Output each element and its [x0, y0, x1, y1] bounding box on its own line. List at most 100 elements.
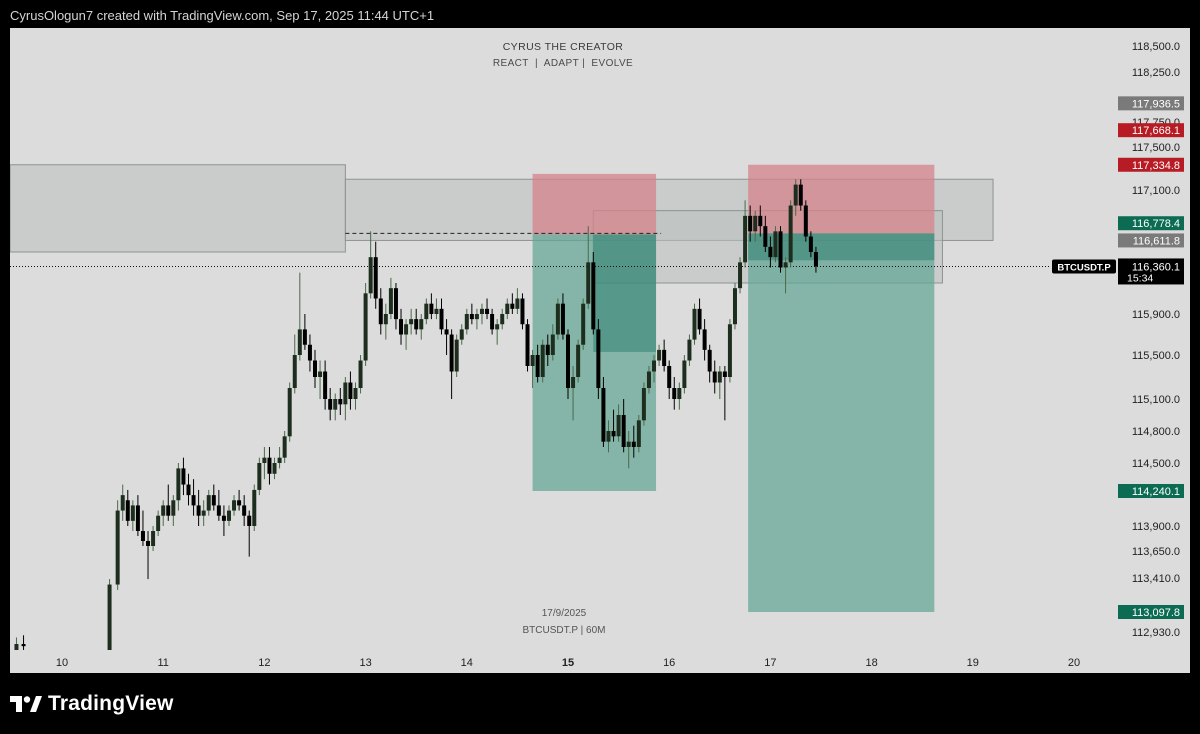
- candle: [748, 205, 753, 242]
- candle-body: [813, 252, 818, 267]
- candle-body: [211, 495, 216, 506]
- candle: [237, 489, 242, 511]
- candle-body: [181, 468, 186, 485]
- candle: [201, 500, 206, 526]
- candle-body: [626, 441, 631, 447]
- candle: [753, 210, 758, 242]
- y-tick-label: 114,800.0: [1132, 426, 1180, 438]
- candle-body: [115, 510, 120, 585]
- candle: [763, 215, 768, 252]
- candle-body: [621, 415, 626, 447]
- candle-body: [166, 505, 171, 516]
- candle-body: [363, 293, 368, 361]
- candle-body: [474, 314, 479, 320]
- candle: [682, 355, 687, 394]
- candle-body: [186, 484, 191, 496]
- candle-body: [464, 314, 469, 330]
- candle-body: [454, 339, 459, 372]
- candle-body: [292, 355, 297, 388]
- candle: [712, 360, 717, 394]
- candle-body: [429, 303, 434, 314]
- candle: [429, 293, 434, 320]
- candle-body: [328, 399, 333, 410]
- supply-zone-left: [10, 164, 346, 253]
- candle-body: [323, 371, 328, 399]
- candle-body: [191, 495, 196, 506]
- price-tag-label: 116,778.4: [1132, 218, 1180, 230]
- candle-body: [201, 510, 206, 516]
- candle: [495, 319, 500, 345]
- candle: [146, 531, 151, 580]
- candle-body: [439, 308, 444, 330]
- candle-body: [732, 288, 737, 325]
- candle: [469, 303, 474, 325]
- candle-body: [156, 515, 161, 531]
- candle: [581, 298, 586, 350]
- candle-body: [277, 457, 282, 463]
- candle-body: [232, 500, 237, 511]
- candle: [474, 308, 479, 330]
- candle: [576, 339, 581, 383]
- candle: [247, 510, 252, 557]
- y-tick-label: 118,250.0: [1132, 67, 1180, 79]
- candle: [657, 344, 662, 366]
- candle-body: [631, 441, 636, 447]
- candle-body: [358, 360, 363, 388]
- current-price-label: 116,360.1: [1132, 261, 1180, 273]
- candle-body: [798, 184, 803, 206]
- candle-body: [550, 334, 555, 355]
- candle-body: [404, 324, 409, 335]
- candle: [758, 205, 763, 237]
- candle-body: [555, 303, 560, 335]
- candle-body: [641, 388, 646, 421]
- candle-body: [399, 319, 404, 335]
- candle: [773, 226, 778, 263]
- y-tick-label: 113,900.0: [1132, 521, 1180, 533]
- candle-body: [793, 184, 798, 206]
- candle: [130, 500, 135, 531]
- candle-body: [434, 308, 439, 314]
- candle-body: [242, 505, 247, 516]
- candle-body: [262, 457, 267, 463]
- candle: [216, 489, 221, 521]
- candle: [444, 319, 449, 355]
- candle: [226, 505, 231, 526]
- price-tag-bg: [1118, 157, 1184, 172]
- candle: [307, 334, 312, 372]
- candle-body: [763, 226, 768, 247]
- y-tick-label: 115,500.0: [1132, 350, 1180, 362]
- candle: [257, 457, 262, 496]
- candle: [434, 298, 439, 320]
- chart-frame[interactable]: CYRUS THE CREATOR REACT | ADAPT | EVOLVE…: [10, 28, 1190, 673]
- candle: [297, 272, 302, 361]
- axis-layer: 118,500.0118,250.0117,750.0117,500.0117,…: [10, 28, 1190, 673]
- candle: [596, 319, 601, 399]
- candle: [621, 399, 626, 453]
- tradingview-brand[interactable]: TradingView: [10, 692, 174, 716]
- candle: [323, 360, 328, 410]
- candle: [414, 308, 419, 335]
- candle-body: [272, 463, 277, 474]
- candle: [353, 382, 358, 410]
- candle: [328, 388, 333, 421]
- candle: [242, 495, 247, 526]
- x-tick-label: 16: [663, 657, 675, 669]
- time-axis-bg: [10, 650, 1190, 673]
- price-tag: 117,668.1: [1118, 123, 1184, 138]
- price-tag-bg: [1118, 123, 1184, 138]
- candle-body: [646, 371, 651, 388]
- candle-body: [318, 371, 323, 377]
- candle-body: [449, 334, 454, 372]
- candle: [348, 371, 353, 410]
- candle-body: [409, 319, 414, 325]
- candle-body: [495, 324, 500, 330]
- candle-body: [348, 382, 353, 399]
- x-tick-label: 14: [461, 657, 473, 669]
- candle-body: [616, 415, 621, 437]
- trade1-overlap: [593, 234, 657, 352]
- candle: [485, 298, 490, 320]
- price-chart[interactable]: CYRUS THE CREATOR REACT | ADAPT | EVOLVE…: [10, 28, 1190, 673]
- candle-body: [479, 308, 484, 314]
- candle-body: [206, 495, 211, 511]
- candle-body: [722, 371, 727, 377]
